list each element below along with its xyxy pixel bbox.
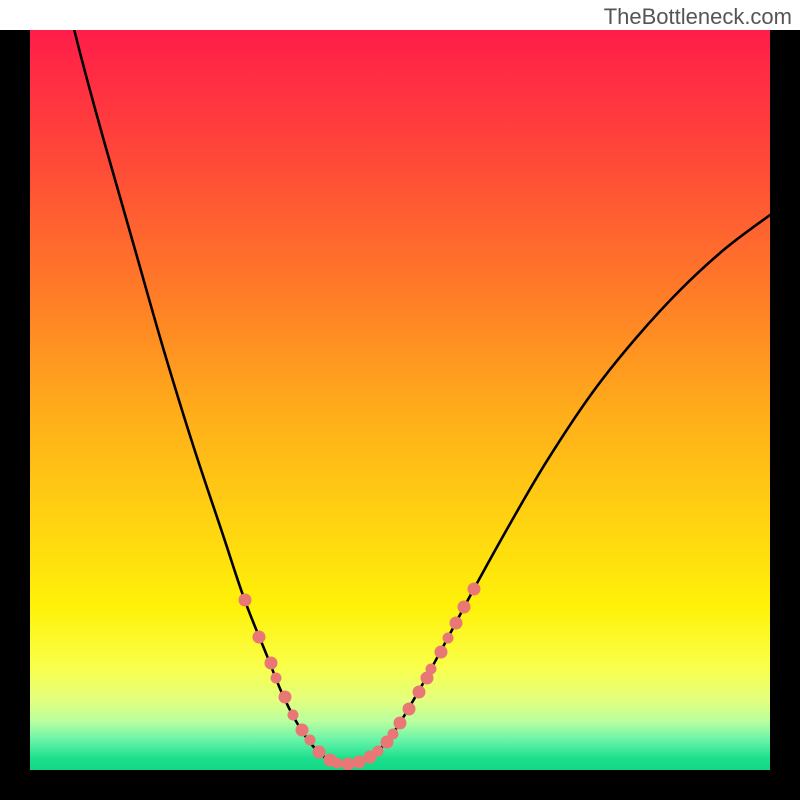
data-marker — [426, 663, 437, 674]
data-marker — [412, 686, 425, 699]
data-marker — [402, 703, 415, 716]
data-marker — [253, 630, 266, 643]
data-marker — [270, 672, 281, 683]
chart-stage: TheBottleneck.com — [0, 0, 800, 800]
data-marker — [387, 728, 398, 739]
data-marker — [468, 582, 481, 595]
data-marker — [279, 691, 292, 704]
data-marker — [458, 601, 471, 614]
data-marker — [264, 656, 277, 669]
data-marker — [304, 735, 315, 746]
watermark-text: TheBottleneck.com — [604, 4, 792, 30]
data-marker — [394, 716, 407, 729]
data-marker — [287, 709, 298, 720]
chart-plot-area — [30, 30, 770, 770]
data-marker — [238, 593, 251, 606]
data-marker — [449, 617, 462, 630]
chart-markers-layer — [30, 30, 770, 770]
data-marker — [443, 633, 454, 644]
data-marker — [434, 645, 447, 658]
